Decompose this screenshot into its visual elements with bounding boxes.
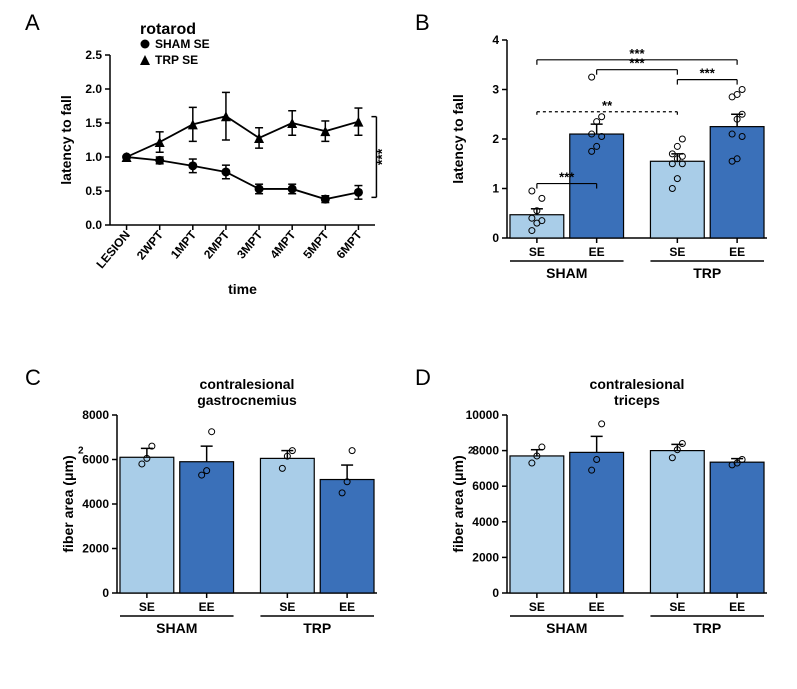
svg-text:TRP: TRP <box>693 620 721 636</box>
svg-text:2WPT: 2WPT <box>134 227 167 262</box>
panel-b-label: B <box>415 10 430 36</box>
svg-text:4MPT: 4MPT <box>267 227 299 261</box>
panel-b-chart: 01234latency to fallSEEESEEESHAMTRP*****… <box>445 20 775 300</box>
svg-text:latency to fall: latency to fall <box>450 94 466 183</box>
svg-text:SE: SE <box>529 600 545 614</box>
svg-text:2.5: 2.5 <box>85 48 102 62</box>
svg-text:EE: EE <box>729 600 745 614</box>
svg-text:**: ** <box>602 98 613 113</box>
svg-text:SE: SE <box>669 245 685 259</box>
svg-text:***: *** <box>373 148 385 165</box>
svg-text:SE: SE <box>279 600 295 614</box>
svg-text:TRP: TRP <box>303 620 331 636</box>
svg-text:***: *** <box>559 170 575 185</box>
svg-text:0: 0 <box>102 586 109 600</box>
svg-text:SHAM: SHAM <box>546 620 587 636</box>
svg-text:contralesional: contralesional <box>200 376 295 392</box>
svg-text:triceps: triceps <box>614 392 660 408</box>
svg-text:EE: EE <box>589 600 605 614</box>
svg-text:SE: SE <box>139 600 155 614</box>
svg-text:TRP SE: TRP SE <box>155 53 198 67</box>
svg-text:3MPT: 3MPT <box>234 227 266 261</box>
svg-text:6000: 6000 <box>472 479 499 493</box>
figure-page: A 0.0 0.5 1.0 1.5 2.0 2.5 LESION2WPT1MPT2MPT3M… <box>0 0 797 689</box>
svg-text:latency to fall: latency to fall <box>58 95 74 184</box>
svg-text:fiber area (μm): fiber area (μm) <box>60 455 76 552</box>
svg-text:2: 2 <box>468 446 474 457</box>
svg-text:SHAM SE: SHAM SE <box>155 37 210 51</box>
svg-text:***: *** <box>700 66 716 81</box>
panel-a: A 0.00.51.01.52.02.5LESION2WPT1MPT2MPT3M… <box>55 20 385 300</box>
svg-text:2.0: 2.0 <box>85 82 102 96</box>
svg-text:EE: EE <box>589 245 605 259</box>
svg-text:0.0: 0.0 <box>85 218 102 232</box>
svg-text:EE: EE <box>199 600 215 614</box>
svg-text:8000: 8000 <box>82 408 109 422</box>
svg-text:2MPT: 2MPT <box>201 227 233 261</box>
svg-text:fiber area (μm): fiber area (μm) <box>450 455 466 552</box>
svg-text:2000: 2000 <box>82 542 109 556</box>
panel-b: B 01234latency to fallSEEESEEESHAMTRP***… <box>445 20 775 300</box>
svg-text:TRP: TRP <box>693 265 721 281</box>
panel-c-label: C <box>25 365 41 391</box>
svg-text:SHAM: SHAM <box>156 620 197 636</box>
svg-text:6000: 6000 <box>82 453 109 467</box>
svg-text:0: 0 <box>492 231 499 245</box>
svg-text:contralesional: contralesional <box>590 376 685 392</box>
svg-text:SE: SE <box>669 600 685 614</box>
svg-text:6MPT: 6MPT <box>333 227 365 261</box>
svg-text:0: 0 <box>492 586 499 600</box>
svg-text:5MPT: 5MPT <box>300 227 332 261</box>
panel-a-chart: 0.0 0.5 1.0 1.5 2.0 2.5 LESION2WPT1MPT2MPT3MPT… <box>55 20 385 300</box>
svg-text:SE: SE <box>529 245 545 259</box>
svg-text:1.0: 1.0 <box>85 150 102 164</box>
svg-text:3: 3 <box>492 83 499 97</box>
svg-text:8000: 8000 <box>472 444 499 458</box>
panel-a-label: A <box>25 10 40 36</box>
svg-text:4000: 4000 <box>82 497 109 511</box>
svg-text:SHAM: SHAM <box>546 265 587 281</box>
svg-text:2: 2 <box>492 132 499 146</box>
svg-text:4000: 4000 <box>472 515 499 529</box>
svg-text:2: 2 <box>78 446 84 457</box>
svg-text:0.5: 0.5 <box>85 184 102 198</box>
svg-text:gastrocnemius: gastrocnemius <box>197 392 297 408</box>
svg-text:2000: 2000 <box>472 550 499 564</box>
svg-text:time: time <box>228 281 257 297</box>
svg-text:LESION: LESION <box>93 228 132 271</box>
panel-d: D 0200040006000800010000contralesionaltr… <box>445 375 775 655</box>
panel-d-label: D <box>415 365 431 391</box>
svg-text:10000: 10000 <box>466 408 500 422</box>
panel-c: C 02000400060008000contralesionalgastroc… <box>55 375 385 655</box>
svg-text:EE: EE <box>339 600 355 614</box>
svg-text:***: *** <box>629 56 645 71</box>
svg-text:1: 1 <box>492 182 499 196</box>
svg-text:1.5: 1.5 <box>85 116 102 130</box>
panel-c-chart: 0 2000 4000 6000 8000 contralesionalgastrocne… <box>55 375 385 655</box>
svg-text:EE: EE <box>729 245 745 259</box>
svg-text:rotarod: rotarod <box>140 21 196 38</box>
panel-d-chart: 0 2000 4000 6000 8000 10000 contralesionaltric… <box>445 375 775 655</box>
svg-text:4: 4 <box>492 33 499 47</box>
svg-text:1MPT: 1MPT <box>168 227 200 261</box>
